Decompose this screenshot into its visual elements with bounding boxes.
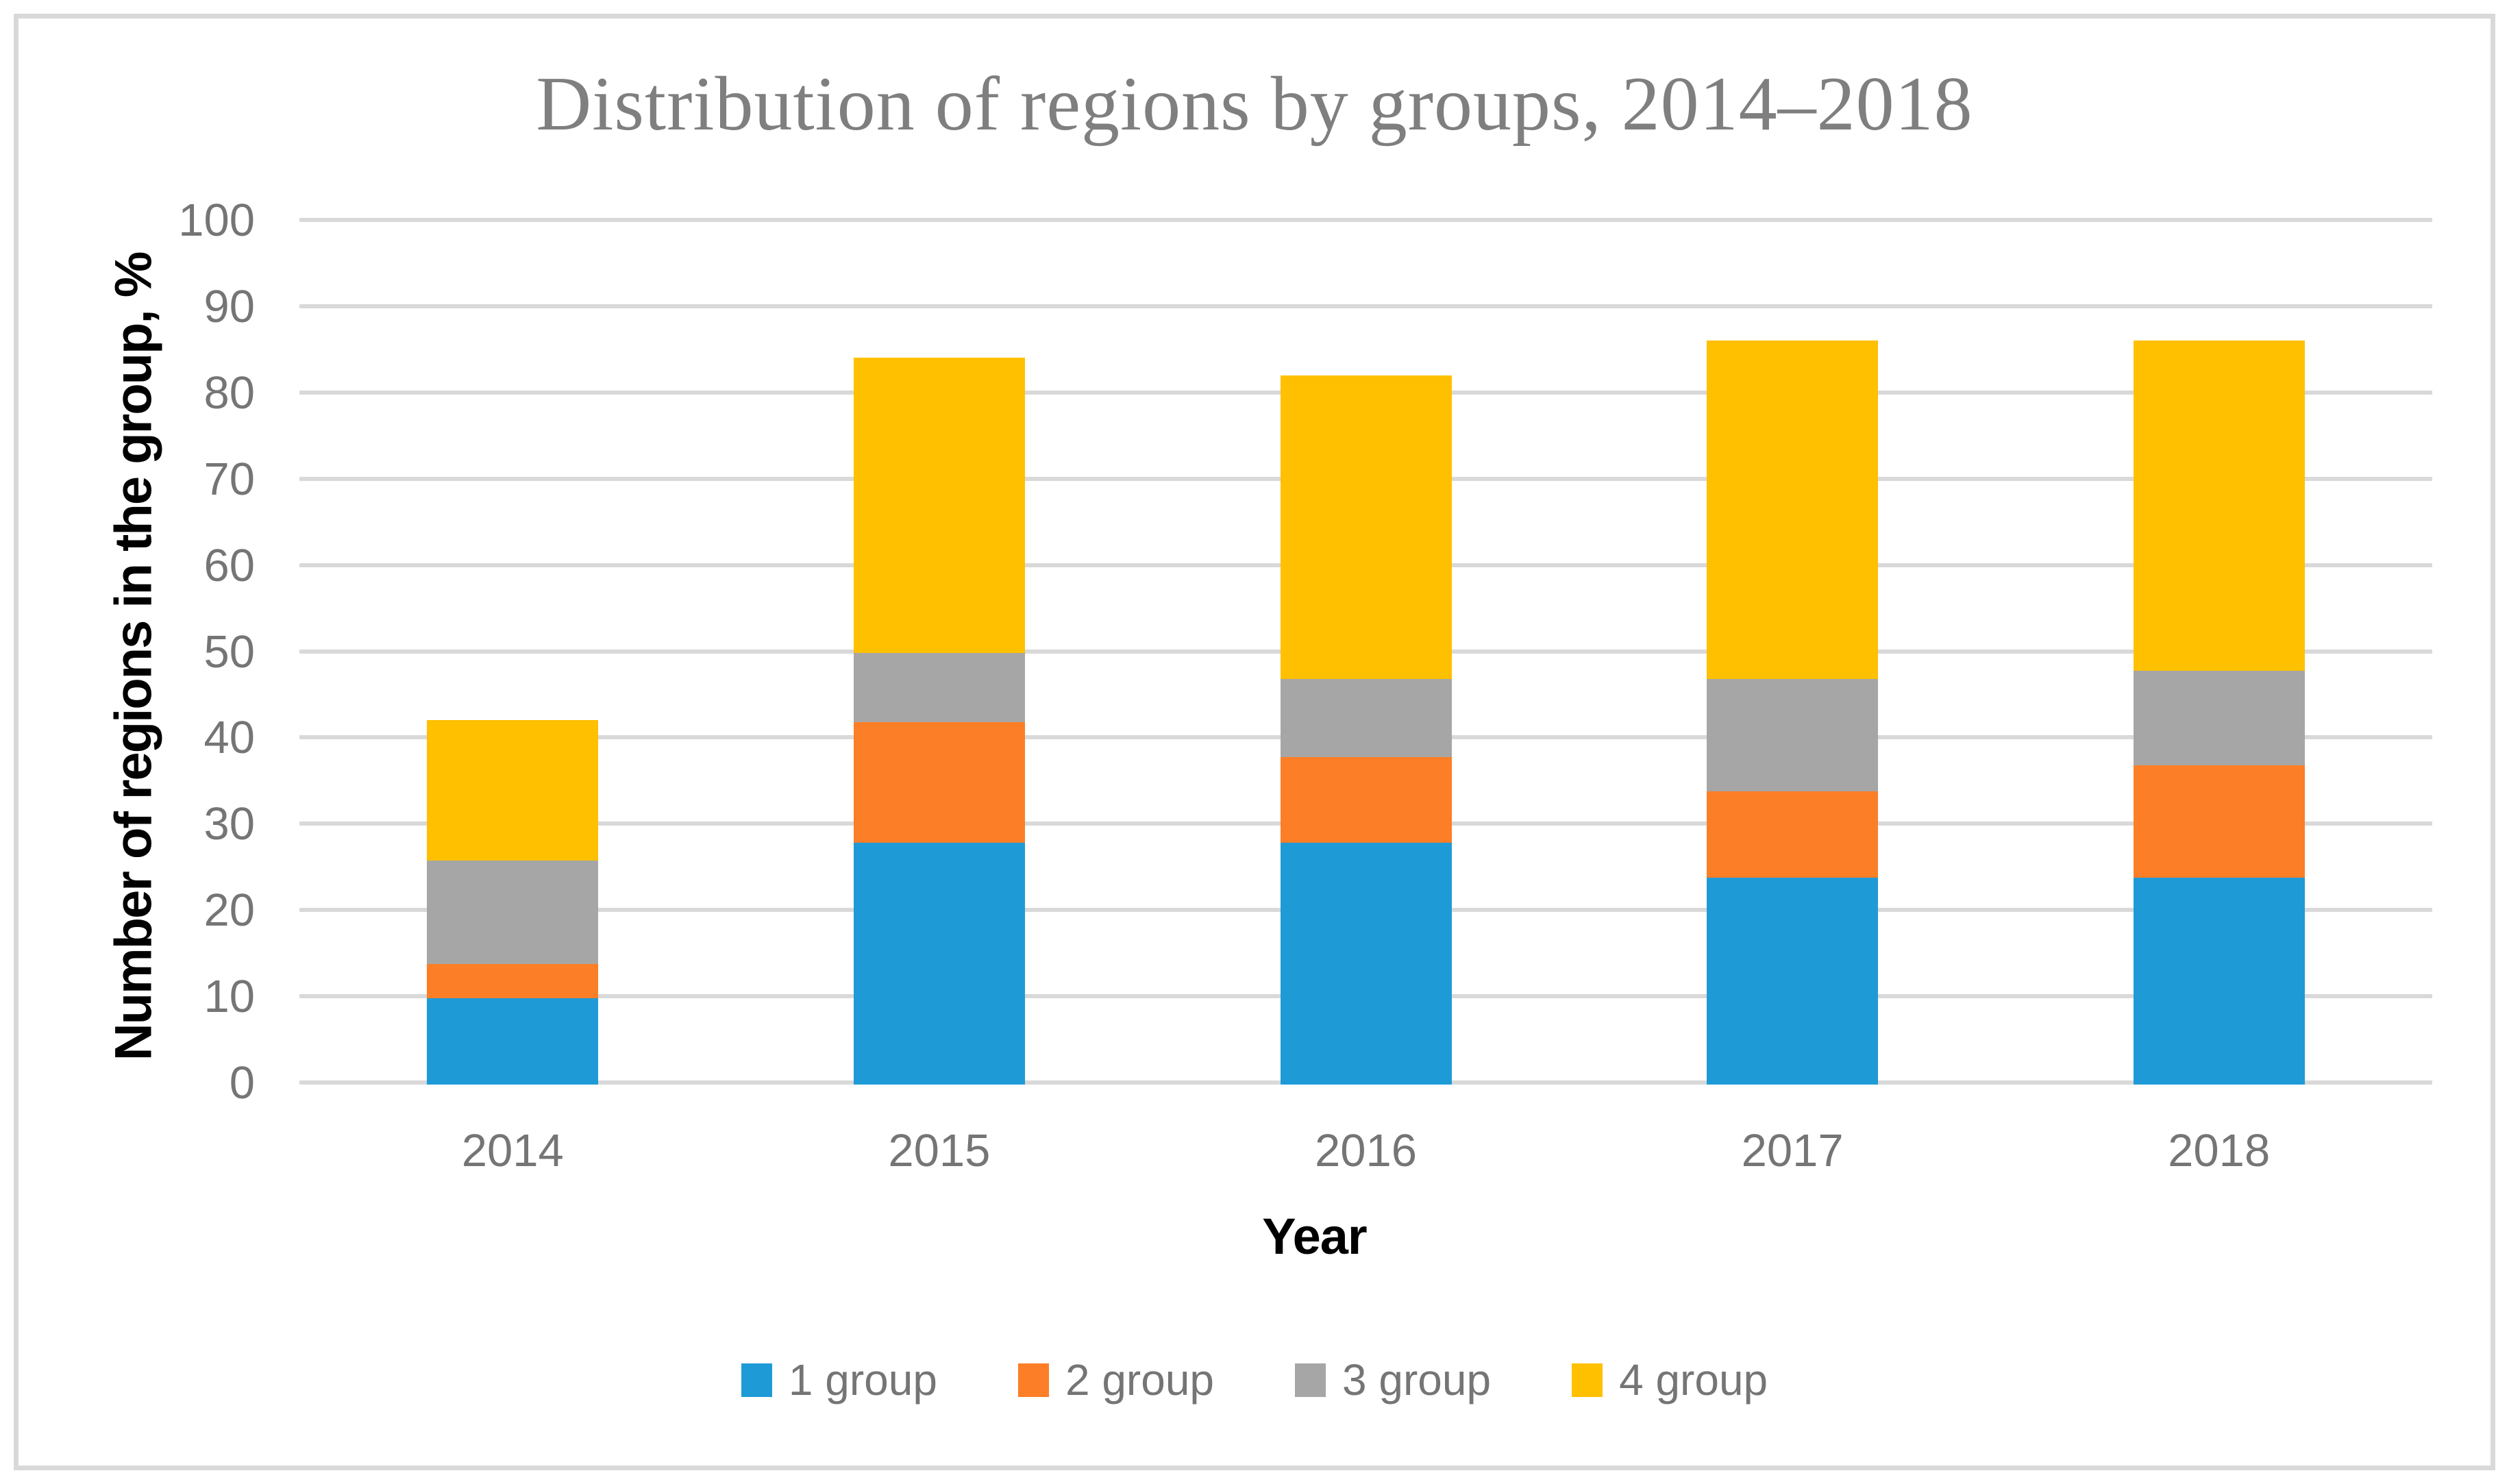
bar-segment-2016-1-group: [1280, 841, 1452, 1085]
bar-segment-2017-4-group: [1707, 341, 1879, 680]
y-tick-label-100: 100: [178, 195, 255, 246]
bar-segment-2014-1-group: [427, 996, 599, 1085]
bar-segment-2018-2-group: [2133, 763, 2305, 878]
bar-segment-2014-4-group: [427, 720, 599, 861]
legend-item-1-group: 1 group: [741, 1358, 937, 1402]
legend-label-2-group: 2 group: [1065, 1355, 1214, 1405]
chart-border: [14, 14, 2495, 1470]
bar-segment-2018-3-group: [2133, 668, 2305, 766]
bar-segment-2016-4-group: [1280, 375, 1452, 680]
legend-swatch-2-group: [1017, 1363, 1049, 1397]
y-tick-label-60: 60: [203, 539, 255, 591]
bar-segment-2015-3-group: [853, 651, 1025, 723]
bar-segment-2014-2-group: [427, 961, 599, 999]
legend-swatch-4-group: [1572, 1363, 1603, 1397]
legend-label-1-group: 1 group: [788, 1355, 937, 1405]
chart-title: Distribution of regions by groups, 2014–…: [536, 62, 1973, 147]
legend-item-2-group: 2 group: [1017, 1355, 1214, 1405]
x-tick-label-2018: 2018: [2168, 1125, 2271, 1176]
bar-segment-2018-1-group: [2133, 875, 2305, 1085]
x-tick-label-2015: 2015: [888, 1125, 991, 1176]
gridline-90: [299, 304, 2432, 308]
y-tick-label-10: 10: [203, 971, 255, 1023]
bar-segment-2015-2-group: [853, 720, 1025, 843]
x-axis-title: Year: [1262, 1208, 1367, 1265]
bar-segment-2017-1-group: [1707, 875, 1879, 1085]
x-tick-label-2016: 2016: [1314, 1125, 1418, 1176]
gridline-100: [299, 218, 2432, 222]
legend-item-3-group: 3 group: [1295, 1358, 1491, 1402]
bar-segment-2017-2-group: [1707, 789, 1879, 878]
bar-segment-2015-1-group: [853, 841, 1025, 1085]
x-tick-label-2014: 2014: [461, 1125, 564, 1176]
legend-swatch-3-group: [1295, 1363, 1326, 1397]
bar-segment-2017-3-group: [1707, 677, 1879, 791]
y-axis-title: Number of regions in the group, %: [104, 252, 163, 1061]
y-tick-label-40: 40: [203, 712, 255, 764]
legend-swatch-1-group: [741, 1363, 772, 1397]
x-tick-label-2017: 2017: [1741, 1125, 1844, 1176]
bar-segment-2018-4-group: [2133, 341, 2305, 671]
y-tick-label-30: 30: [203, 798, 255, 850]
legend-label-3-group: 3 group: [1342, 1355, 1492, 1405]
legend: 1 group 2 group 3 group 4 group: [0, 1358, 2509, 1402]
y-tick-label-80: 80: [203, 367, 255, 419]
y-tick-label-50: 50: [203, 626, 255, 678]
bar-segment-2016-2-group: [1280, 754, 1452, 843]
y-tick-label-90: 90: [203, 280, 255, 332]
y-tick-label-0: 0: [229, 1057, 255, 1109]
bar-segment-2015-4-group: [853, 358, 1025, 654]
bar-segment-2016-3-group: [1280, 677, 1452, 757]
legend-item-4-group: 4 group: [1572, 1358, 1768, 1402]
y-tick-label-20: 20: [203, 885, 255, 937]
y-tick-label-70: 70: [203, 453, 255, 505]
bar-segment-2014-3-group: [427, 858, 599, 964]
legend-label-4-group: 4 group: [1619, 1355, 1768, 1405]
